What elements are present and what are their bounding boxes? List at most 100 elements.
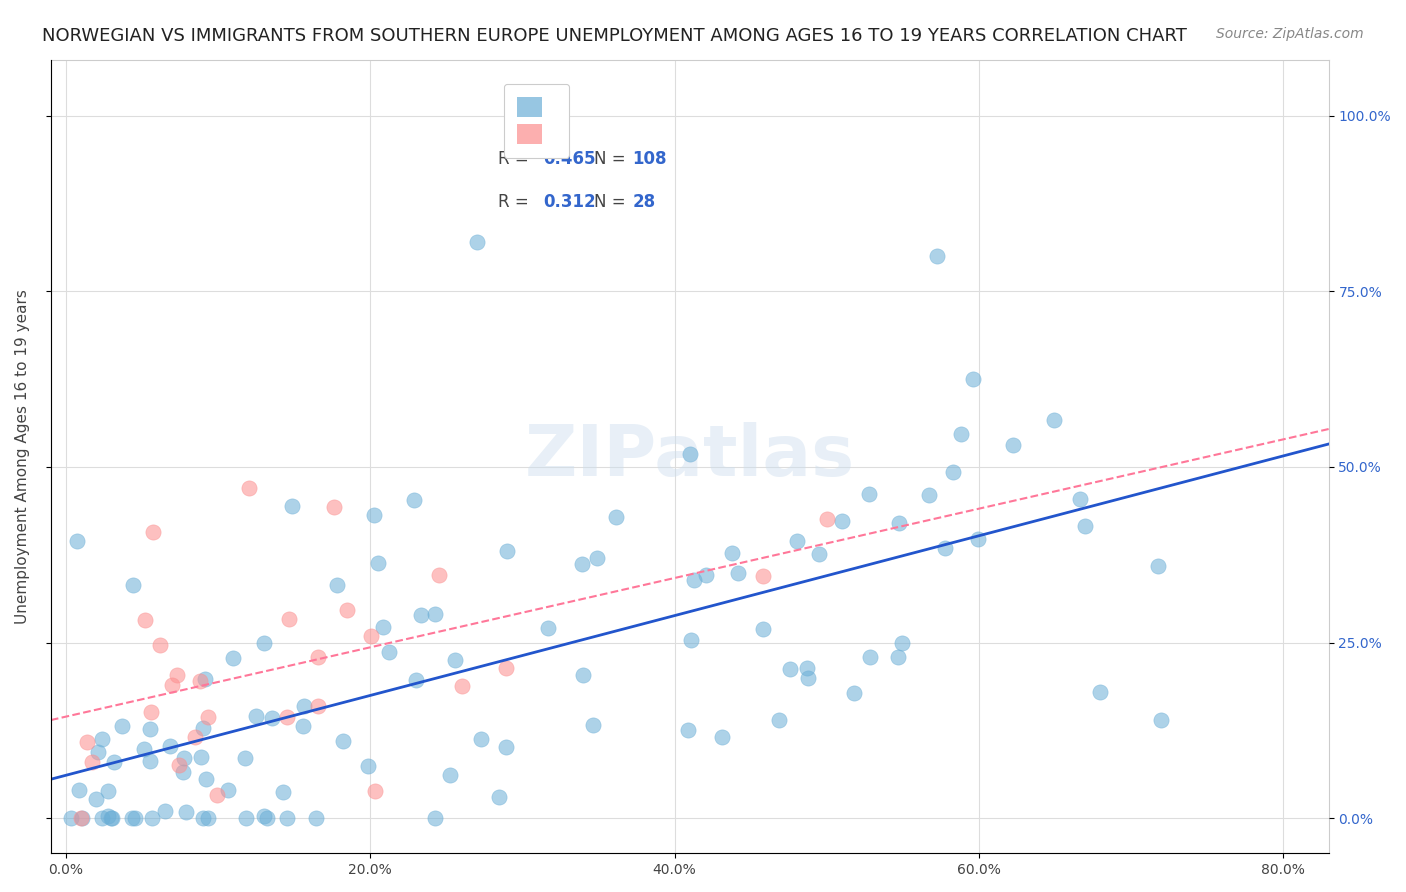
Norwegians xyxy=(276,811,298,825)
Norwegians xyxy=(100,811,122,825)
Norwegians xyxy=(1090,684,1112,698)
Norwegians xyxy=(796,661,818,675)
Norwegians xyxy=(495,740,517,755)
Norwegians xyxy=(779,662,801,676)
Immigrants from Southern Europe xyxy=(307,699,329,714)
Norwegians xyxy=(252,809,274,823)
Norwegians xyxy=(891,636,914,650)
Immigrants from Southern Europe xyxy=(360,629,382,643)
Norwegians xyxy=(378,645,401,659)
Immigrants from Southern Europe xyxy=(197,710,219,724)
Norwegians xyxy=(138,754,160,768)
Norwegians xyxy=(245,709,267,723)
Norwegians xyxy=(292,719,315,733)
Norwegians xyxy=(281,499,304,513)
Norwegians xyxy=(235,811,257,825)
Norwegians xyxy=(844,686,866,700)
Norwegians xyxy=(326,578,349,592)
Norwegians xyxy=(605,510,627,524)
Norwegians xyxy=(679,447,702,461)
Norwegians xyxy=(488,790,510,805)
Norwegians xyxy=(271,785,294,799)
Norwegians xyxy=(711,731,734,745)
Norwegians xyxy=(292,699,315,714)
Norwegians xyxy=(90,811,112,825)
Text: NORWEGIAN VS IMMIGRANTS FROM SOUTHERN EUROPE UNEMPLOYMENT AMONG AGES 16 TO 19 YE: NORWEGIAN VS IMMIGRANTS FROM SOUTHERN EU… xyxy=(42,27,1187,45)
Norwegians xyxy=(537,621,560,635)
Norwegians xyxy=(367,556,389,570)
Norwegians xyxy=(405,673,427,687)
Norwegians xyxy=(66,534,89,549)
Immigrants from Southern Europe xyxy=(451,679,474,693)
Norwegians xyxy=(585,551,607,566)
Legend: , : , xyxy=(503,84,569,158)
Norwegians xyxy=(70,811,93,825)
Norwegians xyxy=(831,515,853,529)
Norwegians xyxy=(111,718,134,732)
Norwegians xyxy=(439,768,461,782)
Immigrants from Southern Europe xyxy=(495,661,517,675)
Norwegians xyxy=(191,722,214,736)
Norwegians xyxy=(256,811,278,825)
Immigrants from Southern Europe xyxy=(752,569,775,583)
Norwegians xyxy=(59,811,82,825)
Norwegians xyxy=(858,487,880,501)
Immigrants from Southern Europe xyxy=(184,731,207,745)
Norwegians xyxy=(950,427,973,442)
Norwegians xyxy=(357,759,380,773)
Norwegians xyxy=(96,784,118,798)
Norwegians xyxy=(423,607,446,622)
Immigrants from Southern Europe xyxy=(166,667,188,681)
Norwegians xyxy=(172,764,194,779)
Norwegians xyxy=(194,772,217,787)
Norwegians xyxy=(304,811,326,825)
Norwegians xyxy=(681,633,703,648)
Norwegians xyxy=(124,811,146,825)
Norwegians xyxy=(174,805,197,820)
Immigrants from Southern Europe xyxy=(364,783,387,797)
Immigrants from Southern Europe xyxy=(139,705,162,719)
Text: N =: N = xyxy=(593,194,631,211)
Norwegians xyxy=(121,811,143,825)
Norwegians xyxy=(173,751,195,765)
Y-axis label: Unemployment Among Ages 16 to 19 years: Unemployment Among Ages 16 to 19 years xyxy=(15,289,30,624)
Norwegians xyxy=(190,750,212,764)
Norwegians xyxy=(682,573,704,587)
Text: R =: R = xyxy=(498,194,534,211)
Norwegians xyxy=(97,809,120,823)
Norwegians xyxy=(194,672,217,686)
Text: 108: 108 xyxy=(633,150,666,168)
Immigrants from Southern Europe xyxy=(307,650,329,665)
Norwegians xyxy=(470,732,492,747)
Norwegians xyxy=(751,622,773,636)
Immigrants from Southern Europe xyxy=(160,678,183,692)
Immigrants from Southern Europe xyxy=(80,755,103,769)
Norwegians xyxy=(887,650,910,665)
Norwegians xyxy=(363,508,385,522)
Norwegians xyxy=(927,249,949,263)
Immigrants from Southern Europe xyxy=(205,788,228,802)
Norwegians xyxy=(495,544,517,558)
Norwegians xyxy=(332,734,354,748)
Norwegians xyxy=(159,739,181,753)
Norwegians xyxy=(409,607,432,622)
Norwegians xyxy=(768,713,790,727)
Text: Source: ZipAtlas.com: Source: ZipAtlas.com xyxy=(1216,27,1364,41)
Immigrants from Southern Europe xyxy=(427,568,450,582)
Norwegians xyxy=(1150,713,1173,727)
Norwegians xyxy=(222,650,245,665)
Immigrants from Southern Europe xyxy=(322,500,344,514)
Text: 0.465: 0.465 xyxy=(543,150,595,168)
Immigrants from Southern Europe xyxy=(142,525,165,540)
Norwegians xyxy=(887,516,910,531)
Norwegians xyxy=(253,636,276,650)
Immigrants from Southern Europe xyxy=(76,734,98,748)
Norwegians xyxy=(87,745,110,759)
Norwegians xyxy=(217,783,239,797)
Norwegians xyxy=(153,804,176,818)
Norwegians xyxy=(917,488,939,502)
Norwegians xyxy=(695,568,717,582)
Text: N =: N = xyxy=(593,150,631,168)
Norwegians xyxy=(100,811,122,825)
Norwegians xyxy=(139,722,162,736)
